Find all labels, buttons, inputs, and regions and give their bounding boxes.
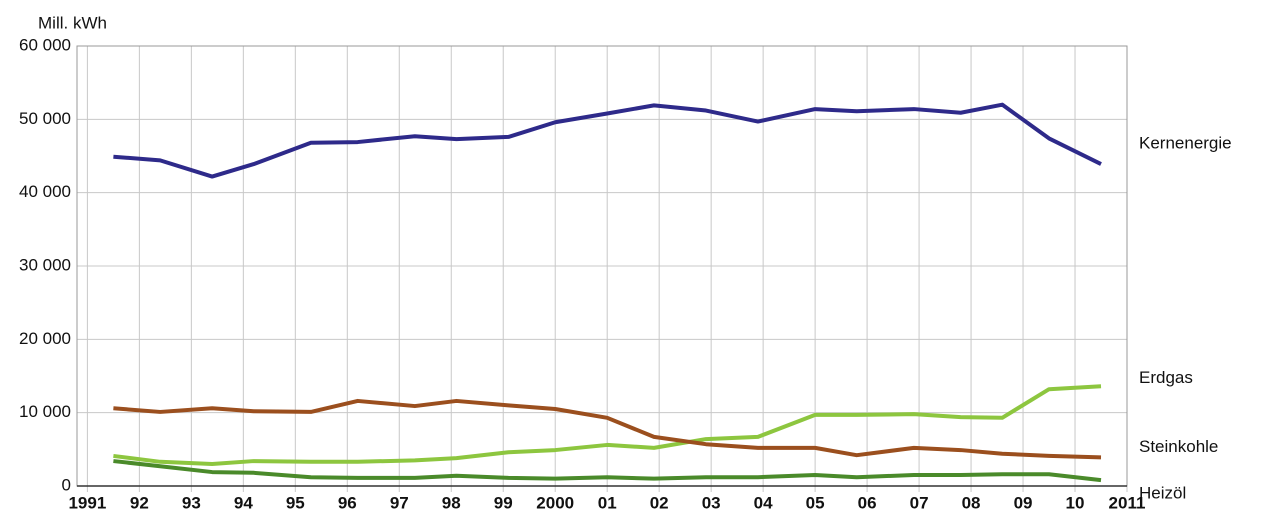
x-tick-label: 10 [1066,493,1085,512]
series-line [113,384,1102,466]
series-label: Kernenergie [1139,134,1232,153]
x-tick-label: 02 [650,493,669,512]
series-line [113,102,1102,179]
x-tick-label: 97 [390,493,409,512]
x-tick-label: 09 [1014,493,1033,512]
x-tick-label: 94 [234,493,253,512]
x-tick-label: 07 [910,493,929,512]
x-tick-label: 92 [130,493,149,512]
x-tick-label: 98 [442,493,461,512]
x-tick-label: 01 [598,493,617,512]
y-tick-label: 40 000 [19,182,71,201]
series-label: Heizöl [1139,484,1186,503]
x-tick-label: 1991 [68,493,106,512]
x-tick-label: 08 [962,493,981,512]
x-tick-label: 96 [338,493,357,512]
x-tick-label: 05 [806,493,825,512]
series-line [113,459,1102,483]
x-tick-label: 2000 [536,493,574,512]
y-tick-label: 10 000 [19,402,71,421]
series-label: Erdgas [1139,368,1193,387]
series-line [113,398,1102,460]
y-tick-label: 60 000 [19,35,71,54]
y-tick-label: 20 000 [19,329,71,348]
y-axis-label: Mill. kWh [38,13,107,32]
x-tick-label: 2011 [1109,493,1146,512]
y-tick-label: 0 [62,475,71,494]
y-tick-label: 30 000 [19,255,71,274]
x-tick-label: 99 [494,493,513,512]
x-tick-label: 03 [702,493,721,512]
series-label: Steinkohle [1139,437,1218,456]
x-tick-label: 95 [286,493,305,512]
x-tick-label: 06 [858,493,877,512]
x-tick-label: 93 [182,493,201,512]
y-tick-label: 50 000 [19,109,71,128]
x-tick-label: 04 [754,493,773,512]
